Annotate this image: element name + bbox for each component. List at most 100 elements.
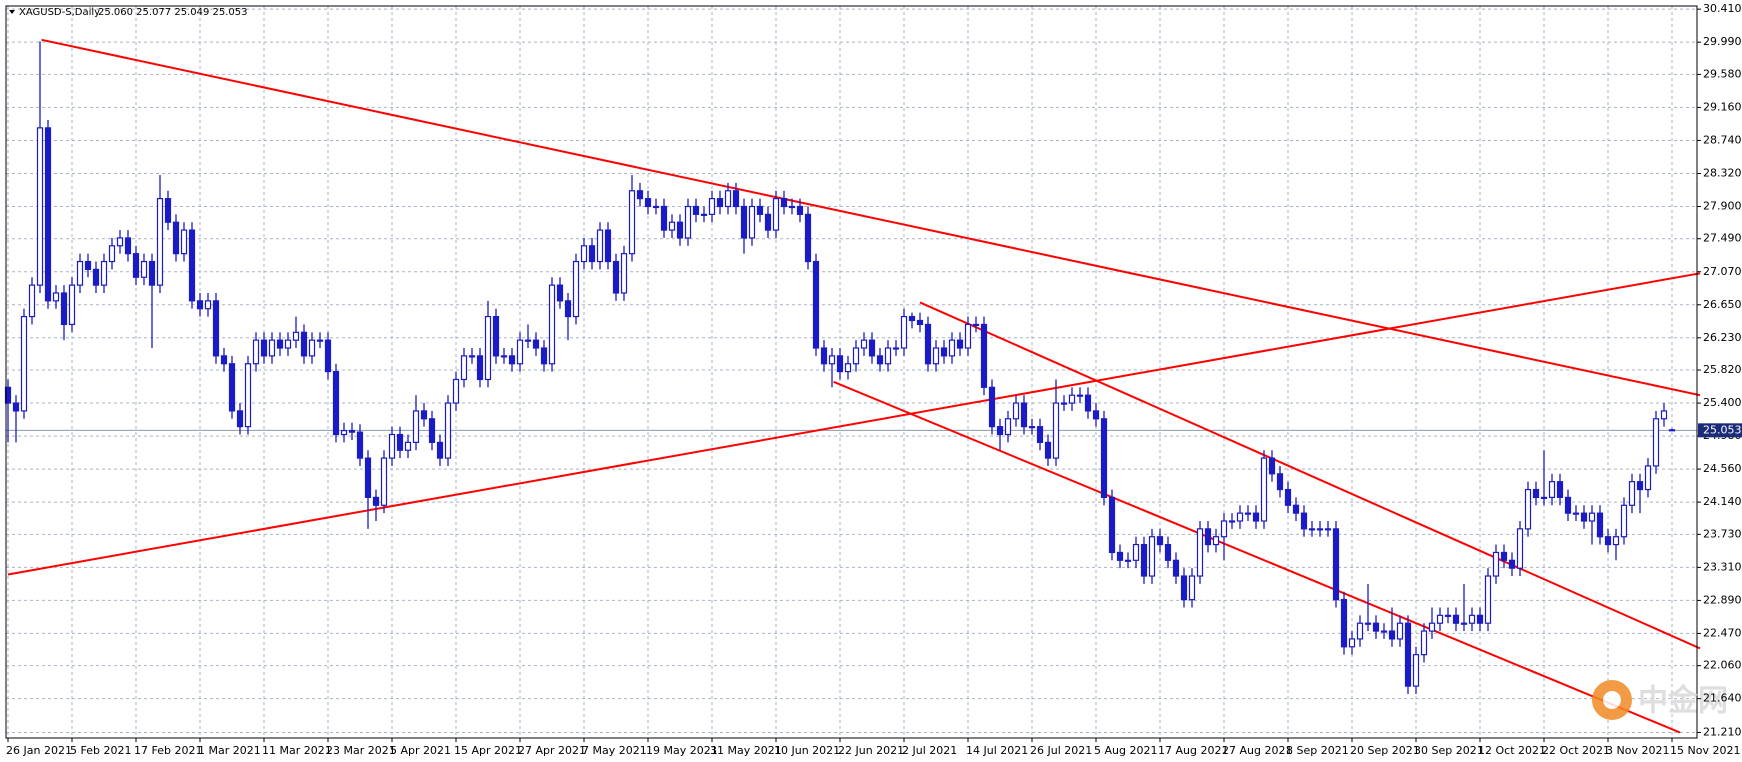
x-tick-label: 14 Jul 2021: [966, 744, 1028, 757]
y-tick-label: 25.400: [1703, 396, 1742, 409]
candle-body: [716, 198, 724, 208]
candle-body: [1316, 528, 1324, 531]
y-tick-label: 29.160: [1703, 100, 1742, 113]
candle-body: [1180, 575, 1188, 601]
y-tick-label: 22.060: [1703, 659, 1742, 672]
candle-body: [12, 402, 20, 412]
candle-body: [388, 433, 396, 459]
candle-body: [1668, 429, 1676, 432]
candle-body: [332, 371, 340, 436]
chart-title: XAGUSD-S,Daily: [19, 7, 100, 18]
candle-body: [668, 221, 676, 231]
candle-body: [1500, 551, 1508, 561]
candle-body: [276, 339, 284, 349]
candle-body: [244, 363, 252, 428]
candle-body: [1516, 528, 1524, 569]
x-tick-label: 12 Oct 2021: [1478, 744, 1546, 757]
candle-body: [1332, 528, 1340, 601]
candle-body: [1660, 410, 1668, 420]
x-tick-label: 23 Mar 2021: [326, 744, 396, 757]
candle-body: [564, 300, 572, 318]
candle-body: [1004, 418, 1012, 436]
candle-body: [940, 347, 948, 357]
candle-body: [932, 347, 940, 365]
x-tick-label: 19 May 2021: [646, 744, 718, 757]
y-tick-label: 21.640: [1703, 692, 1742, 705]
candle-body: [396, 433, 404, 451]
candle-body: [1636, 481, 1644, 491]
candle-body: [740, 205, 748, 239]
candle-body: [1140, 543, 1148, 577]
y-tick-label: 27.070: [1703, 265, 1742, 278]
candle-body: [1468, 614, 1476, 624]
watermark-logo-inner: [1603, 691, 1621, 709]
candle-body: [492, 315, 500, 357]
candle-body: [404, 441, 412, 451]
candle-body: [1132, 543, 1140, 561]
candle-body: [1572, 512, 1580, 515]
candle-body: [1588, 512, 1596, 522]
candle-body: [1164, 543, 1172, 561]
menu-arrow: [9, 10, 15, 14]
candle-body: [972, 323, 980, 327]
candle-body: [876, 355, 884, 365]
candle-body: [908, 315, 916, 322]
candle-body: [1604, 536, 1612, 546]
candle-body: [1348, 638, 1356, 648]
y-tick-label: 30.410: [1703, 2, 1742, 15]
candle-body: [1508, 559, 1516, 569]
candle-body: [268, 339, 276, 357]
candle-body: [724, 190, 732, 208]
y-tick-label: 23.730: [1703, 527, 1742, 540]
x-tick-label: 17 Feb 2021: [134, 744, 202, 757]
candle-body: [460, 355, 468, 381]
trendline: [833, 380, 1681, 734]
candle-body: [1428, 622, 1436, 632]
candle-body: [476, 355, 484, 381]
x-tick-label: 17 Aug 2021: [1158, 744, 1228, 757]
candle-body: [340, 429, 348, 436]
candle-body: [316, 339, 324, 342]
candle-body: [612, 260, 620, 294]
candle-body: [92, 268, 100, 286]
candle-body: [1284, 488, 1292, 506]
candle-body: [484, 315, 492, 381]
candle-body: [708, 198, 716, 215]
candle-body: [1612, 536, 1620, 546]
candle-body: [1092, 410, 1100, 420]
candle-body: [1212, 536, 1220, 546]
candle-body: [260, 339, 268, 357]
x-tick-label: 20 Sep 2021: [1350, 744, 1420, 757]
candle-body: [884, 347, 892, 365]
candle-body: [156, 198, 164, 286]
y-tick-label: 22.470: [1703, 626, 1742, 639]
candle-body: [1244, 512, 1252, 515]
candle-body: [588, 245, 596, 263]
x-tick-label: 5 Apr 2021: [390, 744, 451, 757]
candle-body: [508, 355, 516, 365]
candle-body: [900, 315, 908, 349]
y-tick-label: 28.320: [1703, 166, 1742, 179]
candle-body: [604, 229, 612, 263]
y-tick-label: 27.490: [1703, 232, 1742, 245]
plot-frame: [5, 5, 1698, 739]
x-tick-label: 1 Mar 2021: [198, 744, 261, 757]
candle-body: [1260, 457, 1268, 522]
candle-body: [1436, 614, 1444, 624]
candle-body: [1052, 402, 1060, 459]
x-tick-label: 5 Feb 2021: [70, 744, 131, 757]
candle-body: [748, 205, 756, 239]
candle-body: [1100, 418, 1108, 499]
candle-body: [540, 347, 548, 365]
candle-body: [452, 378, 460, 404]
candle-body: [1364, 622, 1372, 625]
candle-body: [732, 190, 740, 208]
candle-body: [1220, 520, 1228, 538]
candle-body: [1028, 426, 1036, 429]
candle-body: [36, 127, 44, 286]
x-tick-label: 26 Jan 2021: [6, 744, 72, 757]
candle-body: [196, 300, 204, 310]
candle-body: [1076, 394, 1084, 397]
